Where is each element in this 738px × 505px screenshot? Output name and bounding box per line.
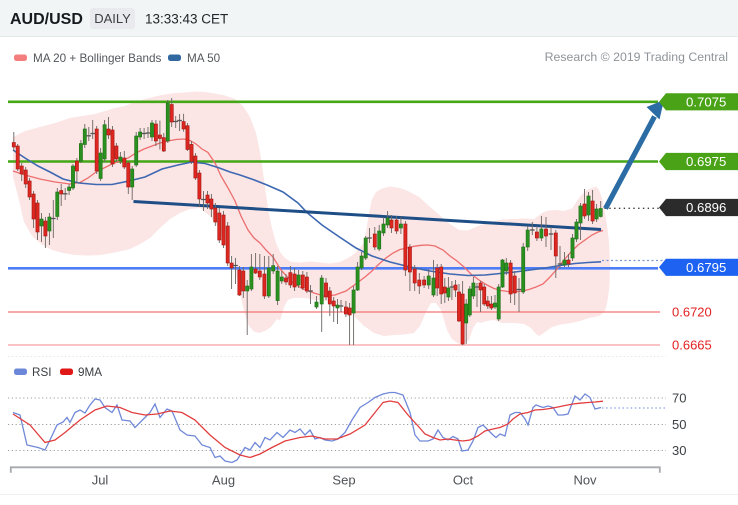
svg-text:Sep: Sep xyxy=(332,473,355,488)
svg-text:Aug: Aug xyxy=(212,473,235,488)
svg-text:MA 20 + Bollinger Bands: MA 20 + Bollinger Bands xyxy=(33,52,161,65)
svg-text:Research © 2019 Trading Centra: Research © 2019 Trading Central xyxy=(545,50,728,64)
svg-text:AUD/USD: AUD/USD xyxy=(10,11,83,28)
svg-text:DAILY: DAILY xyxy=(94,11,131,26)
svg-text:MA 50: MA 50 xyxy=(187,52,221,65)
svg-text:Oct: Oct xyxy=(453,473,474,488)
svg-text:0.6665: 0.6665 xyxy=(672,338,712,353)
svg-text:Jul: Jul xyxy=(92,473,109,488)
svg-text:70: 70 xyxy=(672,391,686,406)
svg-text:9MA: 9MA xyxy=(78,366,102,379)
svg-text:RSI: RSI xyxy=(32,366,51,379)
svg-text:0.6720: 0.6720 xyxy=(672,305,712,320)
svg-text:0.7075: 0.7075 xyxy=(686,94,726,109)
svg-text:13:33:43 CET: 13:33:43 CET xyxy=(145,12,228,27)
svg-text:0.6795: 0.6795 xyxy=(686,260,726,275)
svg-text:0.6975: 0.6975 xyxy=(686,154,726,169)
svg-text:0.6896: 0.6896 xyxy=(686,200,726,215)
svg-text:30: 30 xyxy=(672,443,686,458)
svg-text:Nov: Nov xyxy=(573,473,597,488)
svg-text:50: 50 xyxy=(672,417,686,432)
